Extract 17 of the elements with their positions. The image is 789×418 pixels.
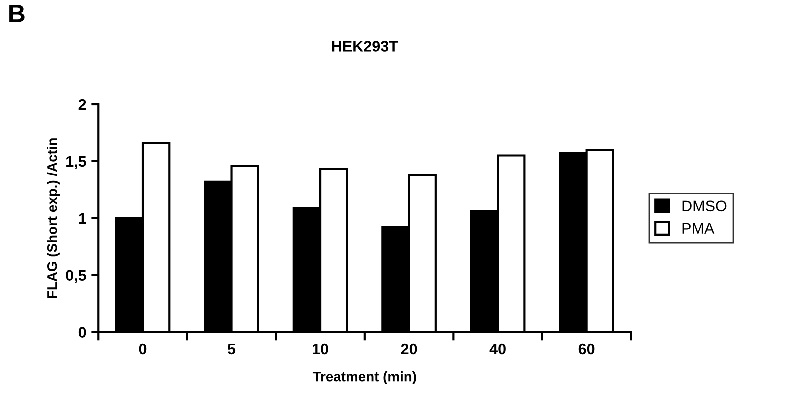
chart-title: HEK293T — [332, 41, 398, 52]
x-tick-label: 5 — [228, 344, 236, 355]
x-tick-label: 40 — [490, 344, 506, 355]
y-axis-title: FLAG (Short exp.) /Actin — [47, 138, 60, 298]
legend-label: DMSO — [682, 200, 727, 212]
x-axis-title: Treatment (min) — [312, 372, 416, 384]
y-tick-label: 2 — [78, 99, 86, 110]
text: B — [10, 5, 25, 22]
y-tick-label: 0,5 — [66, 270, 86, 284]
y-tick-label: 1 — [79, 213, 86, 224]
y-tick-label: 1,5 — [66, 156, 86, 170]
x-tick-label: 0 — [139, 344, 147, 355]
legend-label: PMA — [682, 223, 715, 234]
x-tick-label: 10 — [312, 344, 328, 355]
x-tick-label: 60 — [578, 344, 595, 355]
y-tick-label: 0 — [78, 327, 86, 338]
x-tick-label: 20 — [401, 344, 418, 355]
